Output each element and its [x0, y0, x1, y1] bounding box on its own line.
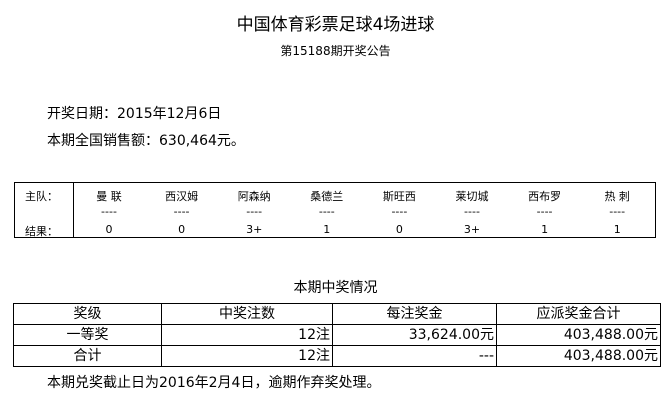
team-result: 1 [541, 223, 549, 236]
team-sep: ---- [101, 205, 117, 218]
team-sep: ---- [391, 205, 408, 218]
home-label: 主队： [25, 190, 58, 203]
table-cell: 403,488.00元 [496, 345, 661, 367]
team-name: 斯旺西 [382, 190, 416, 203]
team-sep: ---- [609, 205, 626, 218]
team-name: 桑德兰 [310, 190, 344, 203]
team-result: 0 [105, 223, 113, 236]
table-cell: 403,488.00元 [496, 324, 661, 346]
sales-amount: 本期全国销售额：630,464元。 [47, 133, 245, 149]
team-result: 3+ [246, 223, 263, 236]
table-cell: 合计 [13, 345, 162, 367]
team-name: 西布罗 [528, 190, 562, 203]
team-sep: ---- [318, 205, 335, 218]
page-title: 中国体育彩票足球4场进球 [236, 15, 435, 35]
results-table: 主队： 结果： 曼 联 ---- 0 西汉姆 ---- 0 阿森纳 ---- 3+ 桑德兰 ----… [14, 182, 656, 238]
team-sep: ---- [173, 205, 190, 218]
header-cell: 应派奖金合计 [496, 303, 661, 325]
table-cell: 33,624.00元 [332, 324, 497, 346]
team-result: 0 [178, 223, 186, 236]
team-sep: ---- [464, 205, 480, 218]
prize-title: 本期中奖情况 [293, 280, 378, 296]
team-sep: ---- [246, 205, 263, 218]
draw-date: 开奖日期：2015年12月6日 [47, 106, 222, 122]
header-cell: 每注奖金 [332, 303, 497, 325]
table-cell: --- [332, 345, 497, 367]
table-cell: 12注 [161, 345, 333, 367]
team-result: 1 [323, 223, 331, 236]
result-label: 结果： [25, 225, 58, 238]
team-name: 西汉姆 [165, 190, 199, 203]
team-name: 莱切城 [455, 190, 489, 203]
prize-table: 奖级 中奖注数 每注奖金 应派奖金合计 一等奖 12注 33,624.00元 4… [13, 303, 661, 367]
footer-note: 本期兑奖截止日为2016年2月4日，逾期作弃奖处理。 [47, 375, 381, 391]
table-row: 一等奖 12注 33,624.00元 403,488.00元 [13, 324, 661, 346]
table-cell: 一等奖 [13, 324, 162, 346]
divider [73, 183, 74, 237]
team-name: 热 刺 [604, 190, 630, 203]
team-result: 3+ [463, 223, 481, 236]
table-header-row: 奖级 中奖注数 每注奖金 应派奖金合计 [13, 303, 661, 325]
team-name: 阿森纳 [237, 190, 271, 203]
page-subtitle: 第15188期开奖公告 [280, 44, 391, 58]
header-cell: 中奖注数 [161, 303, 333, 325]
table-cell: 12注 [161, 324, 333, 346]
team-result: 1 [613, 223, 621, 236]
team-sep: ---- [536, 205, 553, 218]
table-row: 合计 12注 --- 403,488.00元 [13, 345, 661, 367]
header-cell: 奖级 [13, 303, 162, 325]
team-result: 0 [395, 223, 403, 236]
team-name: 曼 联 [96, 190, 122, 203]
